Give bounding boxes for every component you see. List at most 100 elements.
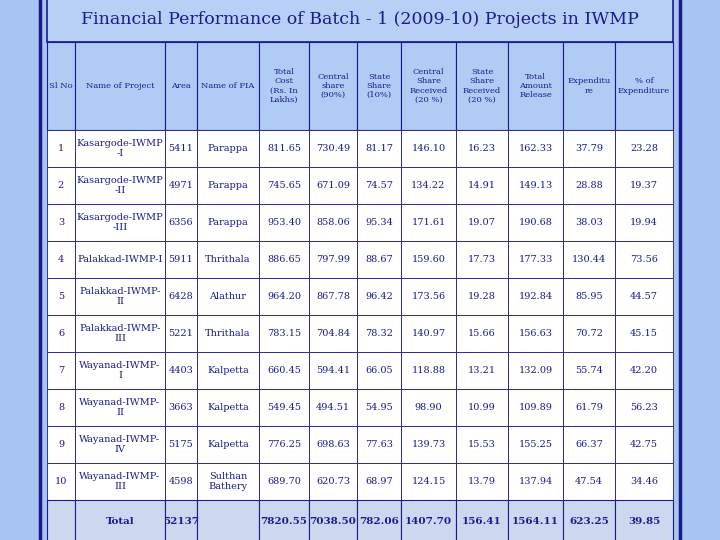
Text: % of
Expenditure: % of Expenditure [618,77,670,94]
Bar [508,426,563,463]
Bar [508,42,563,130]
Bar [456,241,508,278]
Text: 4971: 4971 [168,181,194,190]
Text: 620.73: 620.73 [316,477,350,486]
Bar [47,241,75,278]
Bar [357,278,401,315]
Text: 130.44: 130.44 [572,255,606,264]
Bar [456,463,508,500]
Text: 776.25: 776.25 [267,440,301,449]
Bar [401,278,456,315]
Text: Kalpetta: Kalpetta [207,440,249,449]
Text: 745.65: 745.65 [267,181,301,190]
Bar [165,130,197,167]
Bar [309,42,357,130]
Bar [615,500,673,540]
Text: 95.34: 95.34 [365,218,393,227]
Text: 137.94: 137.94 [518,477,553,486]
Text: Total
Cost
(Rs. In
Lakhs): Total Cost (Rs. In Lakhs) [270,68,298,104]
Text: 10.99: 10.99 [468,403,496,412]
Bar [456,352,508,389]
Text: 44.57: 44.57 [630,292,658,301]
Text: 66.05: 66.05 [365,366,393,375]
Bar [47,352,75,389]
Bar [563,167,615,204]
Text: 146.10: 146.10 [411,144,446,153]
Text: Wayanad-IWMP-
I: Wayanad-IWMP- I [79,361,161,380]
Bar [259,130,309,167]
Bar [75,167,165,204]
Text: 19.28: 19.28 [468,292,496,301]
Bar [357,463,401,500]
Text: 74.57: 74.57 [365,181,393,190]
Bar [75,130,165,167]
Text: 16.23: 16.23 [468,144,496,153]
Bar [165,167,197,204]
Bar [508,500,563,540]
Text: 9: 9 [58,440,64,449]
Bar [401,204,456,241]
Text: 8: 8 [58,403,64,412]
Bar [75,500,165,540]
Bar [456,315,508,352]
Text: 594.41: 594.41 [316,366,350,375]
Text: 1407.70: 1407.70 [405,517,452,526]
Bar [456,42,508,130]
Text: Sulthan
Bathery: Sulthan Bathery [208,472,248,491]
Bar [401,352,456,389]
Text: Area: Area [171,82,191,90]
Bar [165,426,197,463]
Bar [165,42,197,130]
Text: 173.56: 173.56 [411,292,446,301]
Bar [563,500,615,540]
Text: State
Share
(10%): State Share (10%) [366,73,392,99]
Bar [357,389,401,426]
Text: 177.33: 177.33 [518,255,553,264]
Text: 19.37: 19.37 [630,181,658,190]
Text: Financial Performance of Batch - 1 (2009-10) Projects in IWMP: Financial Performance of Batch - 1 (2009… [81,10,639,28]
Bar [401,315,456,352]
Bar [401,130,456,167]
Text: 704.84: 704.84 [316,329,350,338]
Bar [75,389,165,426]
Bar [47,500,75,540]
Bar [75,278,165,315]
Text: 5411: 5411 [168,144,194,153]
Text: Kasargode-IWMP
-I: Kasargode-IWMP -I [76,139,163,158]
Bar [563,463,615,500]
Text: Name of Project: Name of Project [86,82,154,90]
Bar [615,463,673,500]
Text: 5: 5 [58,292,64,301]
Bar [563,315,615,352]
Text: Central
Share
Received
(20 %): Central Share Received (20 %) [410,68,448,104]
Bar [165,204,197,241]
Bar [401,241,456,278]
Text: 19.94: 19.94 [630,218,658,227]
Text: 96.42: 96.42 [365,292,393,301]
Text: 39.85: 39.85 [628,517,660,526]
Text: Kasargode-IWMP
-III: Kasargode-IWMP -III [76,213,163,232]
Text: 660.45: 660.45 [267,366,301,375]
Bar [47,130,75,167]
Bar [508,278,563,315]
Text: 139.73: 139.73 [411,440,446,449]
Text: 132.09: 132.09 [518,366,552,375]
Bar [401,167,456,204]
Text: 10: 10 [55,477,67,486]
Bar [47,426,75,463]
Text: 623.25: 623.25 [569,517,609,526]
Text: 13.21: 13.21 [468,366,496,375]
Text: 98.90: 98.90 [415,403,442,412]
Bar [615,204,673,241]
Bar [508,315,563,352]
Text: 156.41: 156.41 [462,517,502,526]
Bar [508,204,563,241]
Bar [357,42,401,130]
Text: 782.06: 782.06 [359,517,399,526]
Text: Wayanad-IWMP-
IV: Wayanad-IWMP- IV [79,435,161,454]
Bar [47,315,75,352]
Text: 162.33: 162.33 [518,144,553,153]
Text: 7038.50: 7038.50 [310,517,356,526]
Bar [309,315,357,352]
Text: 14.91: 14.91 [468,181,496,190]
